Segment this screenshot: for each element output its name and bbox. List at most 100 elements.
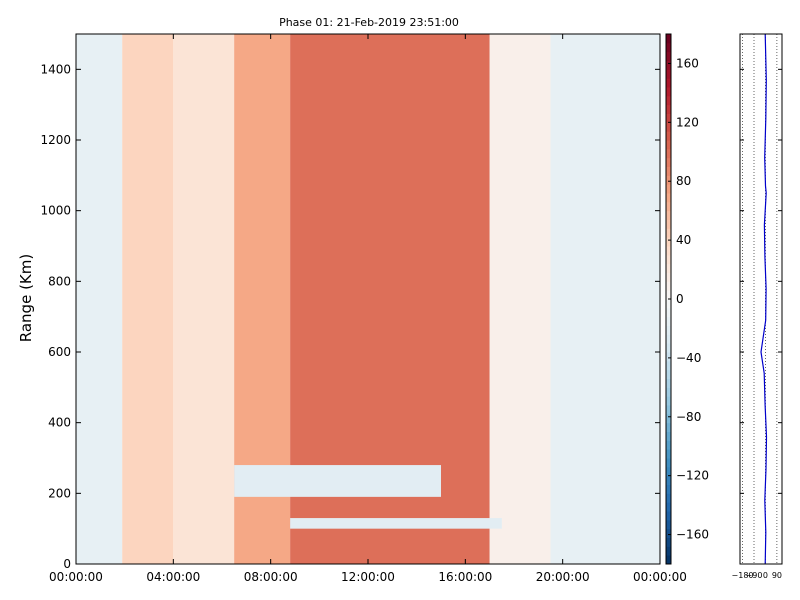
colorbar-segment [666,422,671,432]
colorbar-segment [666,352,671,362]
colorbar-segment [666,131,671,141]
colorbar-segment [666,519,671,530]
colorbar-segment [666,528,671,538]
colorbar-segment [666,555,671,565]
colorbar-segment [666,431,671,441]
heatmap-cell [122,34,174,564]
colorbar-tick-label: −40 [676,351,701,365]
colorbar-segment [666,166,671,176]
y-tick-label: 600 [48,345,71,359]
y-tick-label: 800 [48,274,71,288]
y-tick-label: 1000 [40,204,71,218]
colorbar-segment [666,175,671,185]
x-tick-label: 04:00:00 [146,570,200,584]
colorbar-segment [666,201,671,212]
colorbar-segment [666,157,671,167]
x-tick-label: 00:00:00 [49,570,103,584]
heatmap-cell [550,34,660,564]
colorbar-segment [666,60,671,70]
x-tick-label: 20:00:00 [536,570,590,584]
colorbar-segment [666,413,671,424]
heatmap-axes: 00:00:00 04:00:00 08:00:00 12:00:00 16:00:00… [40,34,687,584]
colorbar-segment [666,104,671,114]
colorbar-segment [666,122,671,132]
colorbar-segment [666,511,671,521]
colorbar-segment [666,387,671,397]
colorbar-segment [666,360,671,371]
heatmap-cell [76,34,123,564]
colorbar-segment [666,378,671,388]
colorbar-tick-label: −120 [676,469,709,483]
colorbar-segment [666,69,671,79]
colorbar-segment [666,148,671,159]
colorbar-segment [666,316,671,326]
colorbar-segment [666,405,671,415]
colorbar-tick-label: 120 [676,115,699,129]
colorbar-segment [666,87,671,97]
colorbar-segment [666,449,671,459]
y-tick-label: 200 [48,486,71,500]
side-panel-frame [739,33,783,565]
colorbar-segment [666,246,671,256]
colorbar-segment [666,184,671,194]
heatmap-cell [173,34,235,564]
colorbar-segment [666,210,671,220]
heatmap-cell [290,518,502,529]
colorbar-segment [666,51,671,61]
colorbar-segment [666,334,671,344]
colorbar-segment [666,95,671,106]
colorbar-segment [666,272,671,282]
colorbar-segment [666,299,671,309]
side-panel-series-line [760,33,768,565]
colorbar-segment [666,502,671,512]
colorbar-segment [666,396,671,406]
x-tick-label: 08:00:00 [244,570,298,584]
colorbar-tick-label: 40 [676,233,691,247]
colorbar-segment [666,78,671,88]
colorbar-segment [666,307,671,318]
side-x-tick-label: 90 [772,571,782,580]
x-tick-label: 12:00:00 [341,570,395,584]
colorbar-segment [666,290,671,300]
colorbar-segment [666,34,671,44]
side-x-tick-label: −90 [746,571,763,580]
heatmap-cell [234,465,441,497]
y-tick-label: 1400 [40,62,71,76]
colorbar-segment [666,369,671,379]
y-axis-label: Range (Km) [17,254,35,342]
colorbar-segment [666,343,671,353]
colorbar-tick-label: 80 [676,174,691,188]
colorbar-segment [666,466,671,477]
heatmap-frame [75,33,661,565]
colorbar-segment [666,237,671,247]
colorbar-segment [666,325,671,335]
x-tick-label: 16:00:00 [438,570,492,584]
colorbar-segment [666,113,671,123]
colorbar-segment [666,493,671,503]
colorbar-segment [666,254,671,265]
colorbar-segment [666,546,671,556]
heatmap-cell [489,34,551,564]
colorbar-frame [665,33,672,565]
colorbar-segment [666,458,671,468]
colorbar-tick-label: −160 [676,528,709,542]
colorbar-tick-label: −80 [676,410,701,424]
side-x-tick-label: −180 [732,571,754,580]
colorbar-segment [666,228,671,238]
colorbar-segment [666,475,671,485]
colorbar-segment [666,42,671,53]
colorbar-tick-label: 0 [676,292,684,306]
colorbar-tick-label: 160 [676,56,699,70]
y-tick-label: 0 [63,557,71,571]
colorbar-segment [666,440,671,450]
colorbar-segment [666,140,671,150]
y-tick-label: 1200 [40,133,71,147]
colorbar-segment [666,219,671,229]
side-panel-axes: −180−90 0 90 [732,34,782,580]
y-tick-label: 400 [48,416,71,430]
colorbar-segment [666,281,671,291]
colorbar-segment [666,484,671,494]
colorbar-segment [666,263,671,273]
colorbar-segment [666,537,671,547]
